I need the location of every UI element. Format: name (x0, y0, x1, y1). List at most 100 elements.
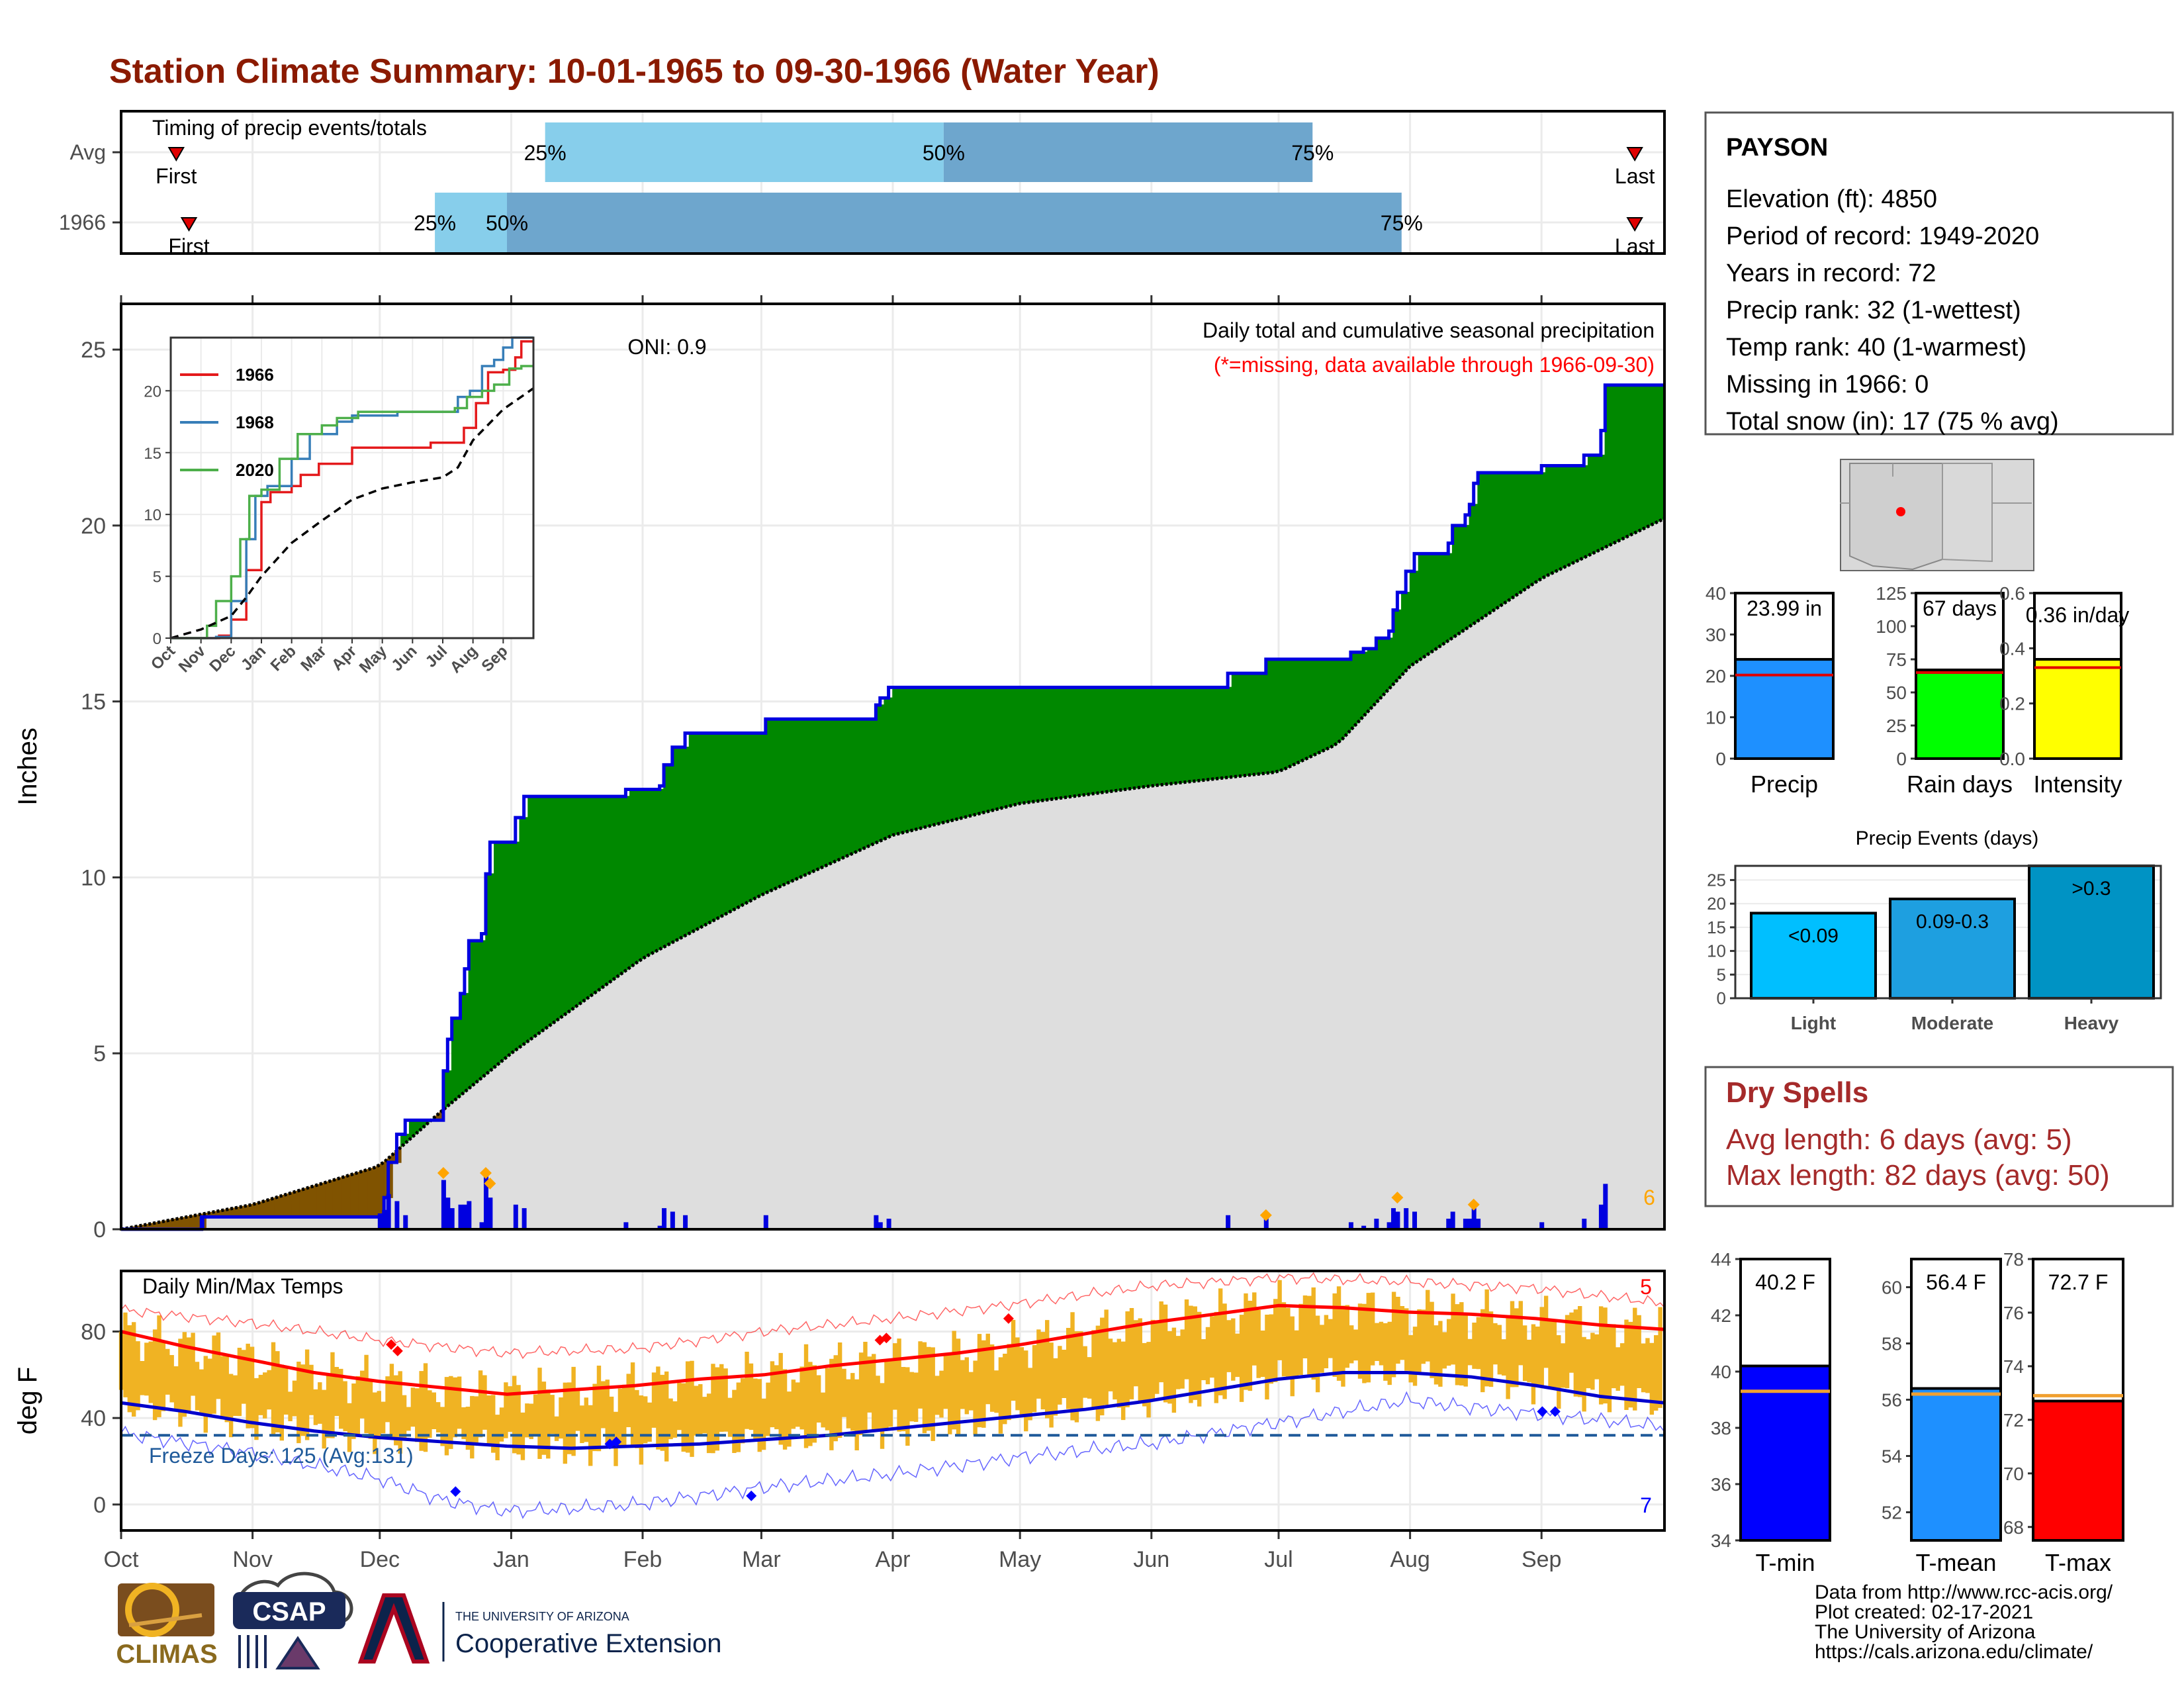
last-event-marker (1626, 217, 1643, 232)
station-box-border (1704, 111, 2174, 436)
daily-precip-bar (763, 1215, 768, 1229)
record-precip-marker (437, 1166, 449, 1179)
inset-avg-line (170, 387, 534, 639)
mini-bar-y-tick-label: 75 (1886, 649, 1907, 670)
daily-precip-bar (874, 1215, 879, 1229)
daily-precip-bar (1374, 1219, 1379, 1229)
temp-bar-y-tick-label: 36 (1711, 1474, 1731, 1495)
daily-precip-bar (1263, 1215, 1269, 1229)
mini-bar-label: Precip (1751, 771, 1818, 798)
footer: Data from http://www.rcc-acis.org/Plot c… (116, 1571, 2113, 1669)
record-high-count: 5 (1640, 1275, 1652, 1299)
precip-panel: 0 5 10 15 20 25 ONI: 0.9 Daily total and cumula… (13, 295, 1666, 1243)
dry-spells-avg: Avg length: 6 days (avg: 5) (1726, 1123, 2072, 1156)
daily-precip-bar (445, 1197, 451, 1229)
month-tick-label: Oct (104, 1547, 139, 1572)
temp-bar-value (2032, 1399, 2124, 1542)
record-high-marker (392, 1345, 403, 1356)
mini-bar-y-tick-label: 100 (1876, 616, 1907, 637)
inset-y-tick-label: 5 (153, 569, 161, 586)
mini-bar-label: Rain days (1907, 771, 2013, 798)
inset-series-line-2020 (171, 365, 533, 639)
daily-precip-bar (1361, 1225, 1367, 1229)
mini-bar-y-tick-label: 40 (1706, 583, 1726, 604)
footer-credit-line: Plot created: 02-17-2021 (1815, 1601, 2033, 1623)
station-info-line: Elevation (ft): 4850 (1726, 185, 1937, 213)
temps-y-axis-label: deg F (13, 1367, 42, 1434)
daily-precip-bar (657, 1225, 662, 1229)
daily-precip-bar (467, 1201, 472, 1229)
mini-bar-value (2033, 658, 2122, 760)
footer-credit-line: Data from http://www.rcc-acis.org/ (1815, 1581, 2113, 1603)
intensity-label: 0.36 in/day (2026, 603, 2130, 627)
timing-bar-50-75 (507, 193, 1402, 252)
ua-a-logo-icon (357, 1593, 430, 1664)
last-event-marker (1626, 147, 1643, 162)
temp-bar-y-tick-label: 34 (1711, 1530, 1731, 1551)
precip-event-category: Light (1791, 1013, 1836, 1033)
events-y-tick-label: 0 (1717, 988, 1726, 1008)
temp-bar-value-label: 56.4 F (1926, 1270, 1986, 1294)
events-y-tick-label: 15 (1707, 917, 1726, 937)
station-info-line: Missing in 1966: 0 (1726, 371, 1929, 399)
mini-bar-y-tick-label: 0.0 (1999, 749, 2025, 769)
station-info-box: PAYSON Elevation (ft): 4850 Period of reco… (1704, 111, 2174, 436)
record-low-marker (1537, 1406, 1548, 1417)
summary-mini-bars: 0 10 20 30 40 Precip 0 25 50 75 100 125 Rain days0.0… (1706, 583, 2129, 798)
temps-border (120, 1270, 1666, 1532)
precip-event-category: Heavy (2064, 1013, 2119, 1033)
daily-precip-bar (1404, 1208, 1409, 1229)
temp-bar-y-tick-label: 60 (1882, 1278, 1902, 1298)
station-info-line: Period of record: 1949-2020 (1726, 222, 2039, 250)
dry-spells-box: Dry Spells Avg length: 6 days (avg: 5)Max… (1704, 1066, 2174, 1207)
events-y-tick-label: 25 (1707, 870, 1726, 890)
state-borders (1840, 463, 2032, 563)
daily-precip-bar (449, 1208, 455, 1229)
record-precip-marker (1391, 1192, 1404, 1204)
daily-precip-bar (382, 1209, 387, 1229)
precip-event-bar (2028, 865, 2155, 1000)
month-tick-label: Mar (742, 1547, 781, 1572)
mini-bar-y-tick-label: 125 (1876, 583, 1907, 604)
events-border (1734, 865, 2162, 1000)
temp-bar-y-tick-label: 40 (1711, 1362, 1731, 1382)
csap-logo-text: CSAP (252, 1597, 326, 1626)
daily-precip-bar (662, 1208, 667, 1229)
dry-spells-max: Max length: 82 days (avg: 50) (1726, 1159, 2110, 1192)
month-tick-label: Aug (1390, 1547, 1430, 1572)
timing-row-label: Avg (69, 140, 106, 164)
temperature-summary-bars: 34 36 38 40 42 44 40.2 F T-min 52 54 56 58 60 56.4 F T… (1711, 1249, 2124, 1576)
month-tick-label: Nov (232, 1547, 272, 1572)
daily-precip-bar (1390, 1208, 1396, 1229)
record-low-line (120, 1391, 1665, 1519)
precip-events-chart: Precip Events (days) 0 5 10 15 20 25 <0.09 Light… (1707, 827, 2162, 1033)
mini-bar-y-tick-label: 0.4 (1999, 638, 2025, 659)
month-tick-label: Jun (1133, 1547, 1169, 1572)
mini-bar-y-tick-label: 10 (1706, 708, 1726, 728)
month-tick-label: Dec (360, 1547, 400, 1572)
climas-arrow-icon (128, 1613, 203, 1627)
temp-bar-y-tick-label: 70 (2003, 1464, 2024, 1484)
temp-bar-label: T-max (2045, 1549, 2111, 1576)
inset-y-tick-label: 15 (144, 445, 161, 463)
temp-bar-value-label: 40.2 F (1755, 1270, 1815, 1294)
precip-total-label: 23.99 in (1747, 596, 1822, 620)
dry-spells-title: Dry Spells (1726, 1076, 1868, 1109)
month-tick-label: Apr (876, 1547, 911, 1572)
mini-bar-label: Intensity (2033, 771, 2122, 798)
missing-note: (*=missing, data available through 1966-… (1214, 353, 1655, 377)
mini-bar-y-tick-label: 0.2 (1999, 694, 2025, 714)
station-info-line: Temp rank: 40 (1-warmest) (1726, 334, 2026, 361)
timing-p25-label: 25% (414, 211, 456, 235)
temps-y-tick-label: 0 (93, 1493, 106, 1518)
inset-legend-label: 1968 (236, 412, 274, 432)
record-high-marker (1003, 1313, 1014, 1324)
record-low-marker (611, 1436, 622, 1448)
footer-credit-line: https://cals.arizona.edu/climate/ (1815, 1641, 2093, 1663)
ua-small-text: THE UNIVERSITY OF ARIZONA (455, 1610, 629, 1623)
timing-row-label: 1966 (59, 211, 106, 234)
daily-precip-bar (199, 1217, 205, 1229)
